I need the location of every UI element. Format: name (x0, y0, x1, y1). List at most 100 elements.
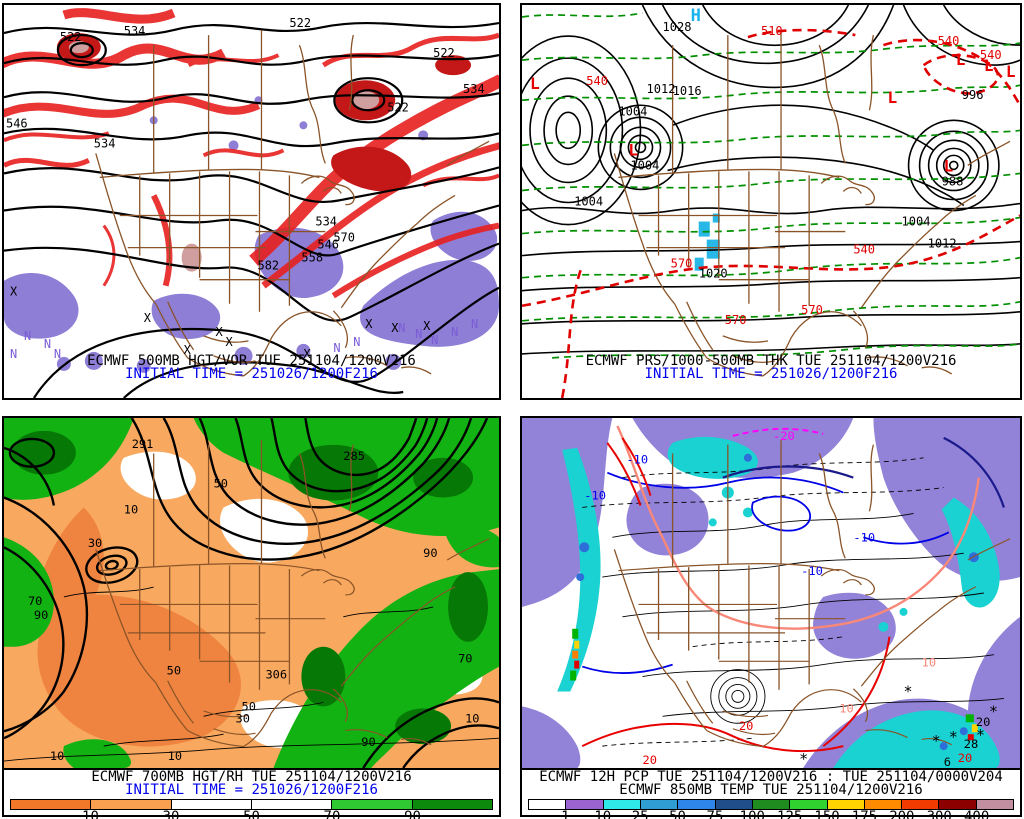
colorbar-tick-label: 175 (851, 809, 878, 819)
map-label: 50 (167, 664, 181, 678)
map-label: N (451, 325, 458, 339)
height-contours (4, 21, 499, 398)
colorbar-segment (790, 800, 828, 809)
map-label: -10 (801, 564, 823, 578)
map-label: 522 (60, 30, 82, 44)
rh-colorbar-segments (10, 799, 493, 810)
map-label: 285 (343, 449, 365, 463)
map-label: L (984, 56, 994, 75)
map-label: 534 (315, 215, 337, 229)
map-label: 570 (671, 257, 693, 271)
map-label: X (144, 311, 152, 325)
map-label: 291 (132, 437, 154, 451)
colorbar-tick-label: 10 (82, 809, 99, 819)
map-label: 522 (433, 46, 455, 60)
map-label: 996 (962, 88, 984, 102)
colorbar-tick-label: 200 (889, 809, 915, 819)
colorbar-segment (529, 800, 567, 809)
map-label: 522 (289, 16, 311, 30)
temp-contours-navy (722, 436, 1005, 508)
map-label: 534 (94, 136, 116, 150)
rh-colorbar: 10 30 50 70 90 (10, 799, 493, 819)
map-label: L (887, 88, 897, 107)
map-label: 90 (423, 546, 437, 560)
colorbar-segment (171, 800, 252, 809)
colorbar-segment (566, 800, 604, 809)
heavy-precip-shading (576, 453, 979, 751)
colorbar-segment (412, 800, 492, 809)
map-label: 540 (938, 34, 960, 48)
map-label: 540 (980, 48, 1002, 62)
colorbar-segment (603, 800, 641, 809)
map-label: 570 (725, 313, 747, 327)
map-label: * (799, 750, 808, 768)
map-label: 1004 (630, 158, 659, 172)
map-label: 50 (214, 477, 228, 491)
map-label: 540 (853, 243, 875, 257)
map-label: 30 (88, 536, 102, 550)
map-label: 570 (333, 231, 355, 245)
caption-700mb: ECMWF 700MB HGT/RH TUE 251104/1200V216 I… (4, 770, 499, 796)
thickness-contours-red (522, 28, 1020, 398)
caption-line1: ECMWF 12H PCP TUE 251104/1200V216 : TUE … (539, 769, 1003, 785)
map-label: 90 (361, 735, 375, 749)
map-label: 1004 (902, 215, 931, 229)
colorbar-segment (976, 800, 1014, 809)
map-label: * (904, 682, 913, 700)
map-label: 10 (922, 656, 937, 670)
colorbar-segment (332, 800, 413, 809)
map-label: -10 (626, 453, 648, 467)
map-label: 582 (257, 259, 279, 273)
map-label: N (398, 321, 405, 335)
colorbar-segment (864, 800, 903, 809)
map-label: 510 (761, 24, 783, 38)
map-label: L (530, 74, 540, 93)
map-label: X (184, 343, 192, 357)
map-label: 6 (944, 755, 951, 768)
map-label: 546 (6, 116, 28, 130)
map-label: X (391, 321, 399, 335)
colorbar-segment (11, 800, 92, 809)
map-label: 10 (124, 502, 138, 516)
map-label: 1020 (699, 267, 728, 281)
colorbar-segment (715, 800, 753, 809)
map-label: 20 (958, 751, 973, 765)
map-label: 10 (168, 749, 182, 763)
map-label: * (949, 728, 958, 746)
map-label: H (691, 6, 701, 26)
colorbar-tick-label: 50 (669, 809, 686, 819)
colorbar-tick-label: 10 (594, 809, 612, 819)
colorbar-tick-label: 150 (814, 809, 840, 819)
map-label: 540 (586, 74, 608, 88)
map-label: 1004 (618, 104, 647, 118)
map-label: 10 (50, 749, 64, 763)
map-label: * (932, 732, 941, 750)
map-label: N (471, 317, 478, 331)
map-label: * (989, 702, 998, 720)
colorbar-tick-label: 25 (631, 809, 649, 819)
map-label: N (333, 341, 340, 355)
map-700mb: 291 285 306 10 10 50 30 50 70 90 10 30 90 70 10 90 50 (4, 418, 499, 770)
map-label: N (24, 329, 31, 343)
map-label: * (976, 726, 985, 744)
map-label: 10 (465, 711, 479, 725)
map-label: -10 (584, 489, 606, 503)
colorbar-segment (939, 800, 977, 809)
colorbar-tick-label: 90 (404, 809, 421, 819)
panel-pcp-850temp: -20 -10 -10 -10 -10 20 20 20 10 10 28 20 6 * * * * * * ECM… (520, 416, 1022, 819)
colorbar-segment (91, 800, 172, 809)
map-label: 70 (458, 652, 472, 666)
map-label: L (956, 50, 966, 69)
map-label: 20 (976, 715, 991, 729)
temp-contour-salmon (616, 425, 981, 630)
colorbar-tick-label: 30 (162, 809, 180, 819)
panel-700mb-hgt-rh: 291 285 306 10 10 50 30 50 70 90 10 30 90 70 10 90 50 EC… (2, 416, 501, 819)
map-label: 1016 (673, 84, 702, 98)
map-label: N (10, 347, 17, 361)
map-label: L (944, 156, 954, 175)
map-label: 50 (242, 699, 256, 713)
map-label: N (54, 347, 61, 361)
colorbar-tick-label: 75 (706, 809, 724, 819)
caption-pcp: ECMWF 12H PCP TUE 251104/1200V216 : TUE … (522, 769, 1020, 796)
